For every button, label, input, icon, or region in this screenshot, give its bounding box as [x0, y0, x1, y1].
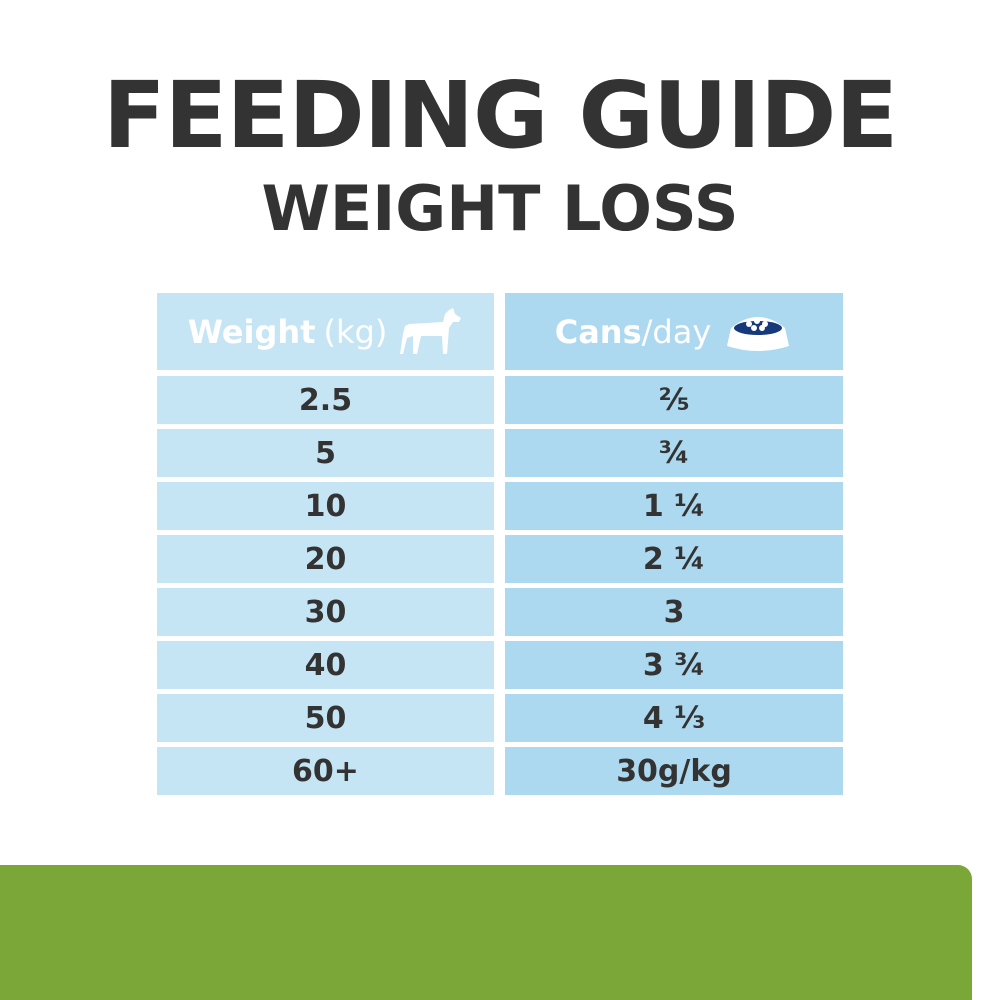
column-header: Cans /day: [505, 293, 843, 370]
column-header: Weight (kg): [157, 293, 494, 370]
table-cell: 30: [157, 588, 494, 636]
subtitle: WEIGHT LOSS: [261, 172, 739, 245]
table-cell: 5: [157, 429, 494, 477]
column-label: Cans: [554, 312, 642, 351]
table-cell: 50: [157, 694, 494, 742]
table-cell: 10: [157, 482, 494, 530]
table-cell: 60+: [157, 747, 494, 795]
column-label: Weight: [187, 312, 316, 351]
table-cell: ⅖: [505, 376, 843, 424]
table-cell: 1 ¼: [505, 482, 843, 530]
table-cell: 3 ¾: [505, 641, 843, 689]
table-cell: 30g/kg: [505, 747, 843, 795]
table-cell: 20: [157, 535, 494, 583]
column-unit: (kg): [323, 312, 388, 351]
bowl-icon: [727, 316, 790, 351]
table-cell: 2.5: [157, 376, 494, 424]
table-cell: 40: [157, 641, 494, 689]
column-unit: /day: [641, 312, 712, 351]
table-cell: ¾: [505, 429, 843, 477]
table-cell: 2 ¼: [505, 535, 843, 583]
footer-band: [0, 865, 972, 1000]
table-cell: 4 ⅓: [505, 694, 843, 742]
dog-icon: [400, 307, 462, 354]
title: FEEDING GUIDE: [102, 62, 898, 169]
table-cell: 3: [505, 588, 843, 636]
